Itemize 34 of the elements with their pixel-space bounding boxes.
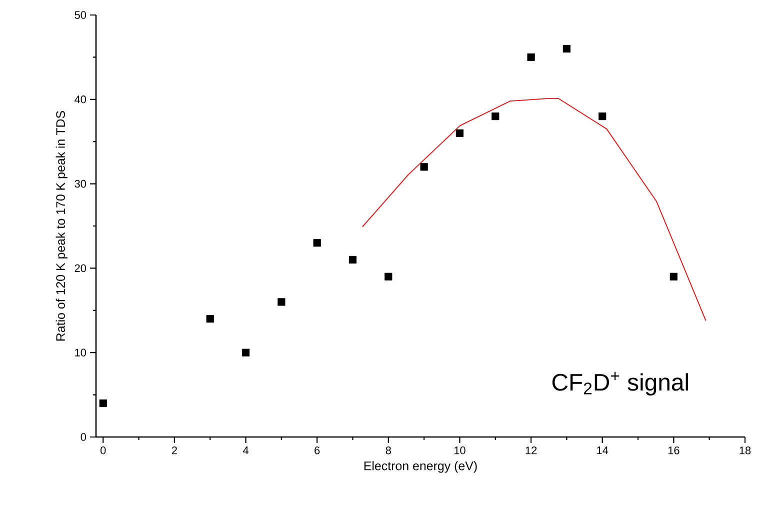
y-tick-label: 40: [74, 96, 86, 104]
point: [420, 163, 428, 171]
x-tick-label: 10: [454, 446, 466, 454]
x-tick-label: 18: [740, 446, 751, 454]
y-axis-title: Ratio of 120 K peak to 170 K peak in TDS: [56, 111, 68, 341]
point: [242, 348, 250, 356]
point: [348, 256, 357, 264]
x-tick-label: 8: [386, 446, 391, 454]
point: [278, 298, 286, 306]
point: [206, 315, 214, 323]
x-tick-label: 12: [526, 446, 537, 454]
x-tick-label: 4: [242, 446, 248, 454]
y-tick-label: 10: [75, 348, 86, 356]
point: [598, 112, 606, 120]
x-tick-label: 6: [314, 446, 320, 454]
point: [99, 399, 107, 408]
x-axis-title: Electron energy (eV): [364, 461, 477, 473]
x-tick-label: 2: [172, 446, 177, 454]
point: [670, 272, 678, 280]
point: [527, 53, 535, 61]
x-tick-label: 0: [100, 446, 106, 454]
point: [492, 112, 500, 120]
line-series: [362, 98, 706, 321]
y-tick-label: 30: [74, 180, 86, 188]
point: [456, 129, 464, 137]
y-tick-label: 20: [74, 264, 86, 272]
point: [384, 272, 392, 280]
x-tick-label: 14: [597, 446, 608, 454]
x-tick-label: 16: [668, 446, 680, 454]
point: [562, 44, 571, 53]
annotation: CF$_{2}$D$^{+}$ signal: [552, 372, 688, 396]
y-tick-label: 50: [74, 11, 86, 19]
point: [313, 239, 321, 247]
y-tick-label: 0: [80, 433, 86, 441]
